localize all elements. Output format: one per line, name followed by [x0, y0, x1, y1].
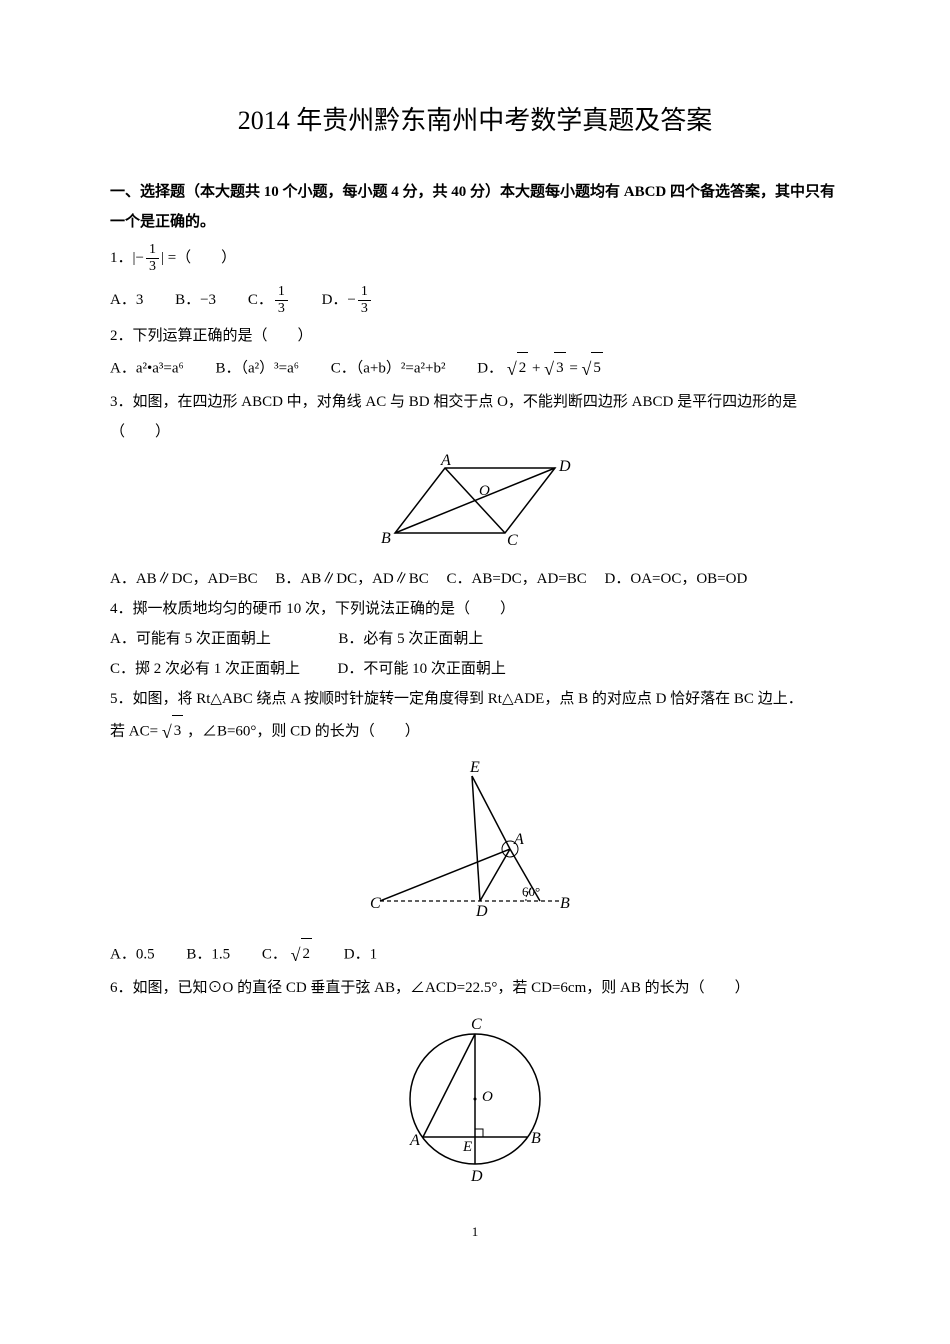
section-1-heading: 一、选择题（本大题共 10 个小题，每小题 4 分，共 40 分）本大题每小题均… — [110, 177, 840, 237]
q2-optD-eq: = — [569, 360, 581, 376]
svg-text:C: C — [370, 895, 381, 912]
q2-optA: A．a²•a³=a⁶ — [110, 360, 184, 376]
q5-stem: 5．如图，将 Rt△ABC 绕点 A 按顺时针旋转一定角度得到 Rt△ADE，点… — [110, 684, 840, 714]
q5-figure: E A C D B 60° — [110, 756, 840, 931]
page-number: 1 — [110, 1224, 840, 1240]
q4-options-row2: C．掷 2 次必有 1 次正面朝上 D．不可能 10 次正面朝上 — [110, 654, 840, 684]
svg-text:A: A — [440, 453, 451, 469]
q6-stem: 6．如图，已知⊙O 的直径 CD 垂直于弦 AB，∠ACD=22.5°，若 CD… — [110, 973, 840, 1003]
q4-stem: 4．掷一枚质地均匀的硬币 10 次，下列说法正确的是（ ） — [110, 594, 840, 624]
q5-options: A．0.5 B．1.5 C． √2 D．1 — [110, 937, 840, 973]
svg-text:E: E — [462, 1139, 472, 1155]
q3-optA: A．AB∥DC，AD=BC — [110, 571, 258, 587]
svg-text:A: A — [409, 1132, 420, 1149]
q3-stem: 3．如图，在四边形 ABCD 中，对角线 AC 与 BD 相交于点 O，不能判断… — [110, 387, 840, 447]
q2-options: A．a²•a³=a⁶ B．（a²）³=a⁶ C．（a+b）²=a²+b² D． … — [110, 351, 840, 387]
svg-text:B: B — [381, 530, 391, 547]
q5-stem2-pre: 若 AC= — [110, 723, 158, 739]
svg-text:D: D — [470, 1168, 483, 1185]
svg-text:B: B — [560, 895, 570, 912]
page-title: 2014 年贵州黔东南州中考数学真题及答案 — [110, 100, 840, 137]
q1-optD-pre: D．− — [322, 292, 356, 308]
sqrt-icon: √5 — [582, 351, 603, 387]
svg-text:60°: 60° — [522, 884, 540, 899]
q2-optC: C．（a+b）²=a²+b² — [331, 360, 446, 376]
svg-text:E: E — [469, 759, 480, 776]
q6-figure: C O A B E D — [110, 1009, 840, 1194]
svg-text:D: D — [558, 458, 571, 475]
q2-optD-pre: D． — [477, 360, 503, 376]
q2-optB: B．（a²）³=a⁶ — [216, 360, 300, 376]
q2-stem: 2．下列运算正确的是（ ） — [110, 321, 840, 351]
q3-options: A．AB∥DC，AD=BC B．AB∥DC，AD∥BC C．AB=DC，AD=B… — [110, 564, 840, 594]
sqrt-icon: √3 — [162, 714, 183, 750]
svg-text:A: A — [513, 831, 524, 848]
q4-optA: A．可能有 5 次正面朝上 — [110, 631, 271, 647]
q4-optB: B．必有 5 次正面朝上 — [338, 631, 483, 647]
svg-text:B: B — [531, 1130, 541, 1147]
q5-optB: B．1.5 — [186, 946, 230, 962]
svg-text:O: O — [482, 1089, 493, 1105]
svg-text:D: D — [475, 903, 488, 920]
q1-optC-pre: C． — [248, 292, 273, 308]
q5-stem2: 若 AC= √3 ，∠B=60°，则 CD 的长为（ ） — [110, 714, 840, 750]
q1-optA: A．3 — [110, 292, 143, 308]
q1-stem: 1．|−13| =（ ） — [110, 237, 840, 279]
svg-text:C: C — [507, 532, 518, 549]
q5-stem2-post: ，∠B=60°，则 CD 的长为（ ） — [187, 723, 420, 739]
q5-optA: A．0.5 — [110, 946, 155, 962]
q1-optB: B．−3 — [175, 292, 216, 308]
q3-optC: C．AB=DC，AD=BC — [447, 571, 587, 587]
q1-optD-frac: 13 — [358, 285, 371, 316]
q1-stem-pre: 1．|− — [110, 250, 144, 266]
q4-optD: D．不可能 10 次正面朝上 — [338, 661, 506, 677]
svg-text:O: O — [479, 483, 490, 499]
sqrt-icon: √2 — [291, 937, 312, 973]
q1-stem-post: | =（ ） — [161, 250, 236, 266]
q5-optC-pre: C． — [262, 946, 287, 962]
sqrt-icon: √2 — [507, 351, 528, 387]
q5-optD: D．1 — [344, 946, 377, 962]
q3-optB: B．AB∥DC，AD∥BC — [275, 571, 428, 587]
svg-text:C: C — [471, 1016, 482, 1033]
q4-optC: C．掷 2 次必有 1 次正面朝上 — [110, 661, 300, 677]
q1-optC-frac: 13 — [275, 285, 288, 316]
q3-figure: A D B C O — [110, 453, 840, 558]
q4-options-row1: A．可能有 5 次正面朝上 B．必有 5 次正面朝上 — [110, 624, 840, 654]
q1-options: A．3 B．−3 C．13 D．−13 — [110, 279, 840, 321]
q3-optD: D．OA=OC，OB=OD — [605, 571, 748, 587]
sqrt-icon: √3 — [544, 351, 565, 387]
q2-optD-plus: + — [532, 360, 544, 376]
q1-stem-frac: 13 — [146, 243, 159, 274]
